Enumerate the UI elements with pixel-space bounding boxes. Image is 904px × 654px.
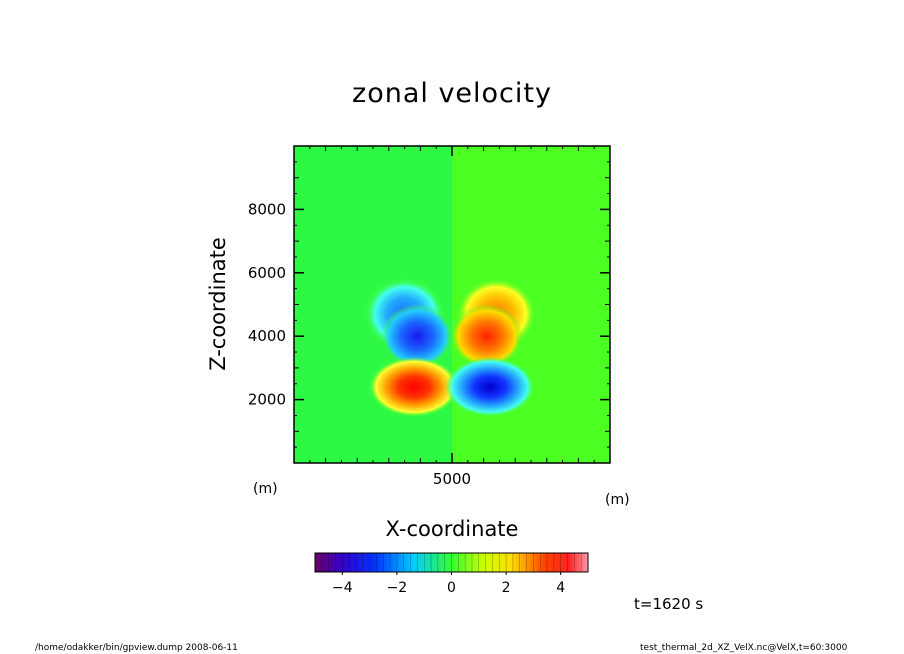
x-axis-unit: (m) [605, 492, 630, 508]
colorbar-tick-label: 2 [502, 580, 511, 596]
y-tick-label: 6000 [248, 264, 286, 282]
colorbar-tick-label: −2 [387, 580, 408, 596]
x-axis-label: X-coordinate [385, 517, 519, 541]
heatmap-feature-positive-3 [450, 304, 523, 369]
heatmap-feature-negative-5 [444, 356, 535, 417]
y-axis-unit: (m) [253, 481, 278, 497]
colorbar-tick-label: 4 [556, 580, 565, 596]
time-label: t=1620 s [634, 595, 704, 613]
heatmap-feature-positive-4 [369, 356, 460, 417]
y-axis-label: Z-coordinate [206, 237, 230, 371]
footer-right: test_thermal_2d_XZ_VelX.nc@VelX,t=60:300… [640, 643, 848, 653]
heatmap-feature-negative-1 [381, 304, 454, 369]
y-tick-label: 8000 [248, 200, 286, 218]
footer-left: /home/odakker/bin/gpview.dump 2008-06-11 [35, 643, 238, 653]
chart-title: zonal velocity [352, 78, 552, 109]
y-tick-label: 2000 [248, 391, 286, 409]
y-tick-label: 4000 [248, 327, 286, 345]
colorbar-tick-label: −4 [332, 580, 353, 596]
colorbar-tick-label: 0 [447, 580, 456, 596]
x-tick-label: 5000 [433, 470, 471, 488]
heatmap-background [294, 146, 610, 463]
